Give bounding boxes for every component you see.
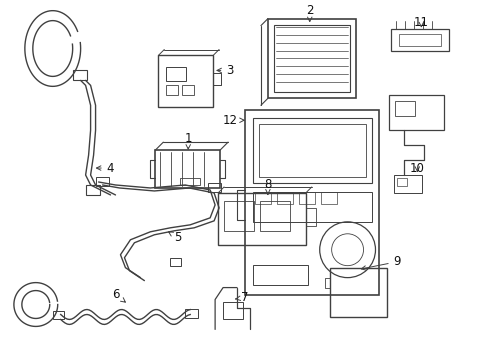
Bar <box>394 175 422 193</box>
Bar <box>254 192 270 204</box>
Bar <box>208 183 221 192</box>
Text: 3: 3 <box>217 64 233 77</box>
Bar <box>298 192 314 204</box>
Text: 7: 7 <box>235 291 248 304</box>
Text: 8: 8 <box>264 179 271 194</box>
Bar <box>397 178 407 186</box>
Bar <box>155 150 220 188</box>
Bar <box>158 55 213 107</box>
Bar <box>218 193 305 245</box>
Text: 10: 10 <box>409 162 424 175</box>
Bar <box>395 101 414 116</box>
Bar <box>224 201 253 231</box>
Bar <box>166 85 178 95</box>
Bar <box>180 178 200 185</box>
Bar <box>182 85 194 95</box>
Bar <box>399 33 440 45</box>
Text: 11: 11 <box>413 16 428 29</box>
Bar <box>73 71 86 80</box>
Text: 6: 6 <box>112 288 125 302</box>
Bar <box>388 95 443 130</box>
Bar <box>273 24 349 92</box>
Text: 5: 5 <box>168 231 182 244</box>
Bar <box>166 67 186 81</box>
Text: 2: 2 <box>305 4 313 22</box>
Text: 4: 4 <box>96 162 114 175</box>
Bar <box>223 302 243 319</box>
Bar <box>390 28 448 50</box>
Bar <box>276 192 292 204</box>
Bar <box>252 265 307 285</box>
Bar <box>329 268 386 318</box>
Bar <box>185 310 198 319</box>
Bar <box>85 185 100 195</box>
Bar <box>244 110 379 294</box>
Bar <box>252 118 371 183</box>
Bar <box>267 19 355 98</box>
Text: 9: 9 <box>361 255 400 270</box>
Bar <box>252 192 371 222</box>
Bar <box>305 208 315 226</box>
Bar <box>259 124 365 177</box>
Bar <box>320 192 336 204</box>
Bar <box>95 177 108 186</box>
Bar <box>260 201 289 231</box>
Text: 1: 1 <box>184 132 192 149</box>
Bar <box>53 311 63 319</box>
Bar <box>170 258 181 266</box>
Text: 12: 12 <box>222 114 244 127</box>
